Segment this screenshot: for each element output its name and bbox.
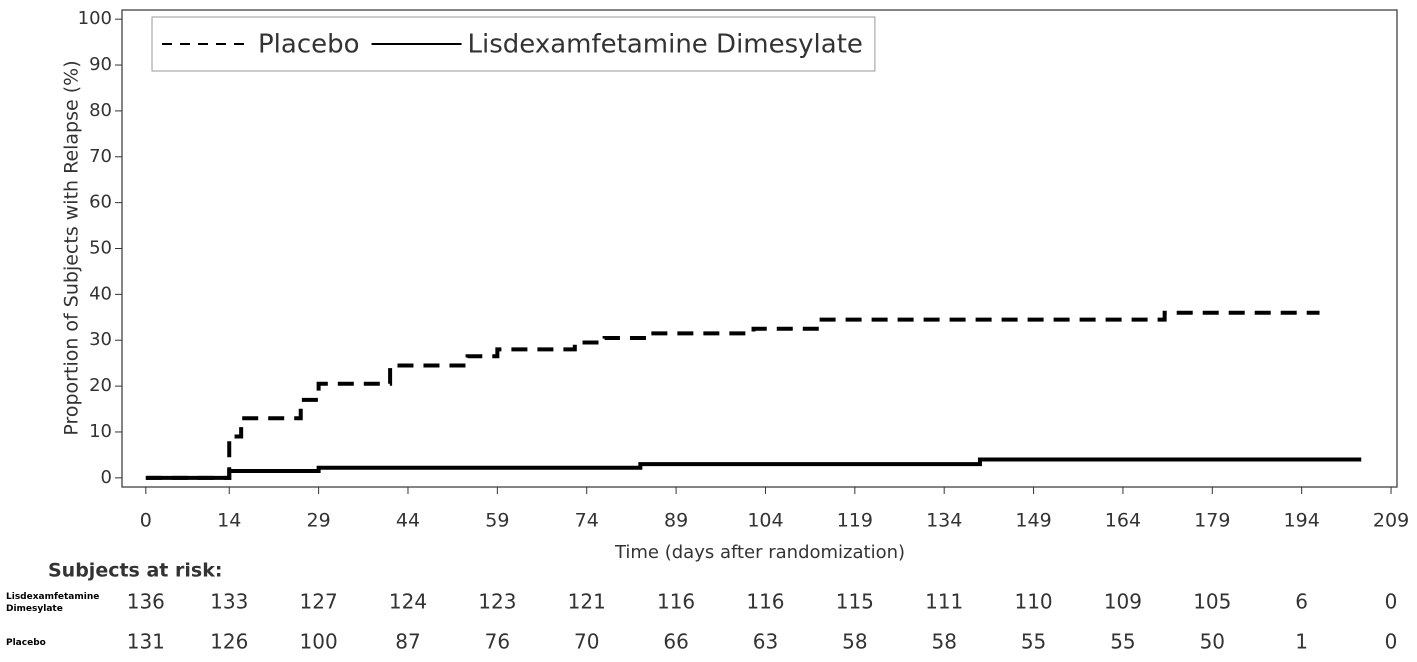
x-tick-label: 194 bbox=[1284, 510, 1320, 532]
y-tick-label: 90 bbox=[89, 54, 112, 75]
x-tick-label: 74 bbox=[575, 510, 599, 532]
risk-count: 70 bbox=[574, 630, 599, 654]
y-tick-label: 40 bbox=[89, 283, 112, 304]
risk-count: 116 bbox=[657, 590, 695, 614]
risk-count: 133 bbox=[210, 590, 248, 614]
risk-table-title: Subjects at risk: bbox=[48, 560, 222, 582]
x-tick-label: 0 bbox=[140, 510, 152, 532]
risk-count: 123 bbox=[478, 590, 516, 614]
y-tick-label: 70 bbox=[89, 146, 112, 167]
risk-count: 124 bbox=[389, 590, 427, 614]
x-axis-label: Time (days after randomization) bbox=[614, 542, 905, 563]
y-tick-label: 20 bbox=[89, 375, 112, 396]
legend-label: Placebo bbox=[258, 30, 360, 60]
y-tick-label: 10 bbox=[89, 421, 112, 442]
risk-count: 131 bbox=[127, 630, 165, 654]
risk-count: 76 bbox=[485, 630, 510, 654]
risk-count: 126 bbox=[210, 630, 248, 654]
x-tick-label: 134 bbox=[926, 510, 962, 532]
risk-count: 6 bbox=[1295, 590, 1308, 614]
y-tick-label: 30 bbox=[89, 329, 112, 350]
risk-count: 115 bbox=[836, 590, 874, 614]
x-tick-label: 179 bbox=[1194, 510, 1230, 532]
x-tick-label: 209 bbox=[1373, 510, 1409, 532]
x-tick-label: 89 bbox=[664, 510, 688, 532]
risk-count: 0 bbox=[1385, 590, 1398, 614]
risk-row-label: Placebo bbox=[6, 638, 46, 648]
risk-count: 105 bbox=[1193, 590, 1231, 614]
risk-count: 116 bbox=[746, 590, 784, 614]
risk-row-label: Lisdexamfetamine Dimesylate bbox=[6, 592, 100, 614]
risk-count: 0 bbox=[1385, 630, 1398, 654]
x-tick-label: 149 bbox=[1015, 510, 1051, 532]
y-tick-label: 50 bbox=[89, 238, 112, 259]
plot-frame bbox=[121, 9, 1398, 488]
x-tick-label: 119 bbox=[837, 510, 873, 532]
y-axis-label: Proportion of Subjects with Relapse (%) bbox=[61, 60, 83, 435]
y-tick-label: 100 bbox=[78, 8, 112, 29]
risk-count: 121 bbox=[568, 590, 606, 614]
risk-count: 58 bbox=[931, 630, 956, 654]
x-tick-label: 59 bbox=[485, 510, 509, 532]
x-tick-label: 29 bbox=[307, 510, 331, 532]
risk-count: 110 bbox=[1014, 590, 1052, 614]
legend-box bbox=[151, 16, 876, 72]
legend-label: Lisdexamfetamine Dimesylate bbox=[468, 30, 863, 60]
x-tick-label: 164 bbox=[1105, 510, 1141, 532]
x-tick-label: 14 bbox=[217, 510, 241, 532]
risk-count: 58 bbox=[842, 630, 867, 654]
x-tick-label: 44 bbox=[396, 510, 420, 532]
series-line bbox=[145, 457, 1362, 480]
x-tick-label: 104 bbox=[747, 510, 783, 532]
risk-count: 109 bbox=[1104, 590, 1142, 614]
risk-count: 63 bbox=[753, 630, 778, 654]
risk-count: 136 bbox=[127, 590, 165, 614]
risk-count: 1 bbox=[1295, 630, 1308, 654]
y-tick-label: 80 bbox=[89, 100, 112, 121]
risk-count: 66 bbox=[663, 630, 688, 654]
risk-count: 50 bbox=[1200, 630, 1225, 654]
risk-count: 111 bbox=[925, 590, 963, 614]
risk-count: 87 bbox=[395, 630, 420, 654]
risk-count: 55 bbox=[1110, 630, 1135, 654]
y-tick-label: 0 bbox=[101, 467, 112, 488]
y-tick-label: 60 bbox=[89, 192, 112, 213]
risk-count: 100 bbox=[300, 630, 338, 654]
risk-count: 127 bbox=[300, 590, 338, 614]
risk-count: 55 bbox=[1021, 630, 1046, 654]
series-line bbox=[145, 310, 1320, 480]
